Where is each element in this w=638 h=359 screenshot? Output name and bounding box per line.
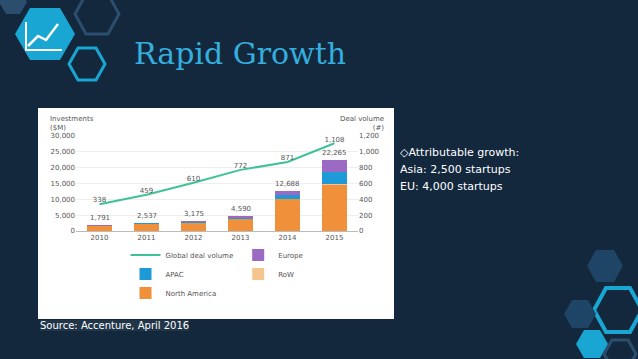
svg-text:30,000: 30,000 (51, 132, 76, 140)
svg-text:Deal volume(#): Deal volume(#) (340, 115, 384, 132)
svg-text:North America: North America (166, 290, 217, 298)
svg-text:2,537: 2,537 (137, 212, 157, 220)
svg-text:APAC: APAC (166, 271, 184, 279)
svg-text:1,108: 1,108 (324, 136, 344, 144)
svg-text:0: 0 (71, 227, 75, 235)
svg-text:2010: 2010 (91, 234, 109, 242)
svg-text:2013: 2013 (232, 234, 250, 242)
svg-text:20,000: 20,000 (51, 164, 76, 172)
svg-text:610: 610 (187, 175, 200, 183)
svg-text:2012: 2012 (185, 234, 203, 242)
svg-text:600: 600 (359, 180, 372, 188)
svg-text:1,200: 1,200 (359, 132, 379, 140)
svg-text:772: 772 (234, 162, 247, 170)
svg-text:15,000: 15,000 (51, 180, 76, 188)
html-text:Asia: 2,500 startups: Asia: 2,500 startups (400, 163, 511, 176)
svg-text:2015: 2015 (326, 234, 344, 242)
html-text:EU: 4,000 startups: EU: 4,000 startups (400, 180, 503, 193)
svg-text:2014: 2014 (279, 234, 297, 242)
svg-text:459: 459 (140, 187, 153, 195)
svg-text:1,000: 1,000 (359, 148, 379, 156)
svg-text:Investments($M): Investments($M) (50, 115, 94, 132)
svg-text:0: 0 (359, 227, 363, 235)
html-text:Source: Accenture, April 2016: Source: Accenture, April 2016 (40, 320, 190, 331)
svg-text:3,175: 3,175 (184, 210, 204, 218)
svg-text:5,000: 5,000 (55, 212, 75, 220)
html-text:◇Attributable growth:: ◇Attributable growth: (400, 146, 520, 159)
svg-text:25,000: 25,000 (51, 148, 76, 156)
svg-text:2011: 2011 (138, 234, 156, 242)
svg-text:10,000: 10,000 (51, 196, 76, 204)
svg-text:338: 338 (93, 196, 106, 204)
svg-text:400: 400 (359, 196, 372, 204)
svg-text:800: 800 (359, 164, 372, 172)
svg-text:Global deal volume: Global deal volume (166, 252, 234, 260)
svg-text:4,590: 4,590 (231, 205, 251, 213)
svg-text:22,265: 22,265 (322, 149, 347, 157)
svg-text:Europe: Europe (278, 252, 303, 260)
html-text:Rapid Growth: Rapid Growth (134, 36, 347, 71)
svg-text:1,791: 1,791 (90, 214, 110, 222)
svg-text:871: 871 (281, 154, 294, 162)
svg-text:200: 200 (359, 212, 372, 220)
svg-text:12,688: 12,688 (275, 180, 300, 188)
svg-text:RoW: RoW (278, 271, 294, 279)
